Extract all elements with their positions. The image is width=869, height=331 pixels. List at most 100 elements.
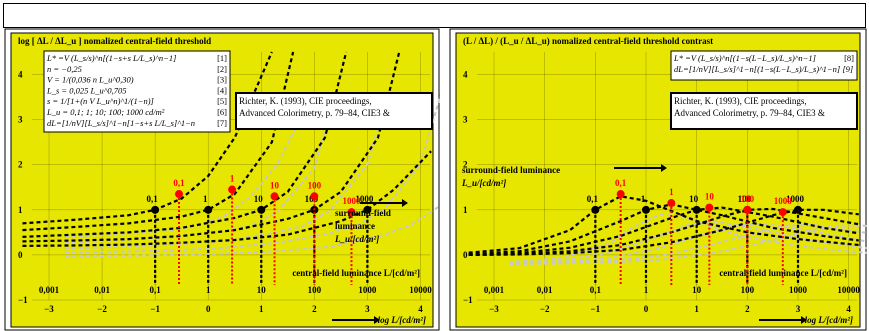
formula-text: dL=[1/nV][L_s/s]^1−n[1−s+s L/L_s]^1−n <box>47 118 195 128</box>
formula-text: L_s = 0,025 L_u^0,705 <box>46 85 126 95</box>
surround-point <box>794 205 802 214</box>
y-tick-label: 0 <box>18 250 23 260</box>
luminance-tick-label: 0,01 <box>94 285 110 295</box>
central-point <box>778 208 787 217</box>
central-point-label: 1 <box>230 174 235 184</box>
central-point-label: 100 <box>741 194 755 204</box>
luminance-tick-label: 0,001 <box>39 285 60 295</box>
threshold-chart: log [ ΔL / ΔL_u ] nomalized central-fiel… <box>4 28 440 331</box>
x-tick-label: −1 <box>591 304 601 314</box>
reference-text: Advanced Colorimetry, p. 79–84, CIE3 & <box>674 108 825 118</box>
surround-arrowhead <box>402 199 408 207</box>
luminance-tick-label: 0,1 <box>590 285 602 295</box>
central-point-label: 1000 <box>774 196 793 206</box>
surround-point-label: 10 <box>689 194 699 204</box>
x-axis-arrowhead <box>374 316 380 324</box>
y-tick-label: −1 <box>463 295 473 305</box>
chart-title: (L / ΔL) / (L_u / ΔL_u) nomalized centra… <box>463 36 713 46</box>
formula-text: V = 1/(0,036 n L_u^0,30) <box>47 75 134 85</box>
surround-point-label: 1000 <box>786 194 805 204</box>
reference-text: Richter, K. (1993), CIE proceedings, <box>674 96 807 106</box>
x-axis-arrowhead <box>801 316 807 324</box>
central-point <box>228 185 237 194</box>
surround-point-label: 0,1 <box>147 194 159 204</box>
formula-number: [6] <box>217 107 227 117</box>
x-tick-label: 2 <box>745 304 750 314</box>
x-tick-label: 3 <box>796 304 801 314</box>
formula-number: [8] <box>844 53 854 63</box>
surround-point-label: 1000 <box>355 194 374 204</box>
series-line <box>468 195 859 254</box>
luminance-tick-label: 1 <box>206 285 211 295</box>
formula-number: [5] <box>217 96 227 106</box>
formula-text: L* =V (L_s/s)^n[(1−s(L−L_s)/L_s)^n−1] <box>673 53 816 63</box>
luminance-tick-label: 0,01 <box>537 285 553 295</box>
formula-number: [4] <box>217 85 227 95</box>
formula-text: L_u = 0,1; 1; 10; 100; 1000 cd/m² <box>46 107 165 117</box>
reference-box <box>670 92 858 130</box>
x-tick-label: 0 <box>206 304 211 314</box>
surround-point <box>257 205 266 214</box>
formula-text: n = −0,25 <box>47 64 82 74</box>
surround-label: surround-field luminance <box>462 165 560 175</box>
central-point-label: 100 <box>308 180 322 190</box>
series-line <box>468 207 859 257</box>
luminance-tick-label: 10 <box>692 285 702 295</box>
central-point <box>175 190 184 199</box>
central-point <box>310 192 319 201</box>
central-field-label: central-field luminance L/[cd/m²] <box>292 268 420 278</box>
surround-label: L_u/[cd/m²] <box>461 178 506 188</box>
surround-label: L_u/[cd/m²] <box>334 234 379 244</box>
y-tick-label: 3 <box>18 115 23 125</box>
central-point <box>667 199 676 208</box>
x-tick-label: −3 <box>44 304 54 314</box>
central-point <box>347 208 356 217</box>
x-tick-label: 2 <box>312 304 317 314</box>
surround-label: surround-field <box>335 208 391 218</box>
surround-point-label: 0,1 <box>587 194 599 204</box>
reference-text: Advanced Colorimetry, p. 79–84, CIE3 & <box>239 108 390 118</box>
formula-number: [3] <box>217 75 227 85</box>
formula-text: s = 1/[1+(n V L_u^n)^1/(1−n)] <box>47 96 154 106</box>
x-tick-label: 1 <box>259 304 264 314</box>
central-point-label: 0,1 <box>615 178 627 188</box>
luminance-tick-label: 10 <box>257 285 267 295</box>
x-axis-title: log L/[cd/m²] <box>805 315 853 325</box>
formula-box <box>43 50 231 133</box>
central-point <box>743 205 752 214</box>
surround-point-label: 100 <box>738 194 752 204</box>
central-field-label: central-field luminance L/[cd/m²] <box>719 268 847 278</box>
threshold-contrast-chart: (L / ΔL) / (L_u / ΔL_u) nomalized centra… <box>449 28 867 331</box>
x-tick-label: −2 <box>540 304 550 314</box>
series-line <box>468 203 859 256</box>
reference-text: Richter, K. (1993), CIE proceedings, <box>239 96 372 106</box>
x-tick-label: 0 <box>644 304 649 314</box>
y-tick-label: 1 <box>18 205 23 215</box>
surround-point-label: 1 <box>641 194 646 204</box>
faint-curve <box>509 222 867 265</box>
faint-curve <box>64 91 316 239</box>
series-line <box>468 208 859 257</box>
formula-text: L* =V (L_s/s)^n[(1−s+s L/L_s)^n−1] <box>46 53 176 63</box>
central-point <box>705 203 714 212</box>
central-point <box>270 192 279 201</box>
y-tick-label: 2 <box>463 160 468 170</box>
surround-point <box>692 205 701 214</box>
formula-text: dL=[1/nV][L_s/s]^1−n[(1−s(L−L_s)/L_s)^1−… <box>674 64 853 74</box>
surround-point <box>642 205 650 214</box>
central-point-label: 0,1 <box>173 178 185 188</box>
faint-curve <box>509 219 867 265</box>
surround-point <box>363 205 372 214</box>
luminance-tick-label: 100 <box>308 285 322 295</box>
surround-arrowhead <box>661 164 667 172</box>
luminance-tick-label: 1000 <box>358 285 377 295</box>
x-tick-label: −3 <box>489 304 499 314</box>
series-line <box>22 51 348 238</box>
header-frame <box>3 3 866 28</box>
series-line <box>22 51 401 243</box>
faint-curve <box>64 93 440 254</box>
luminance-tick-label: 0,1 <box>150 285 162 295</box>
surround-point-label: 1 <box>203 194 208 204</box>
series-line <box>22 51 273 225</box>
x-axis-title: log L/[cd/m²] <box>378 315 426 325</box>
